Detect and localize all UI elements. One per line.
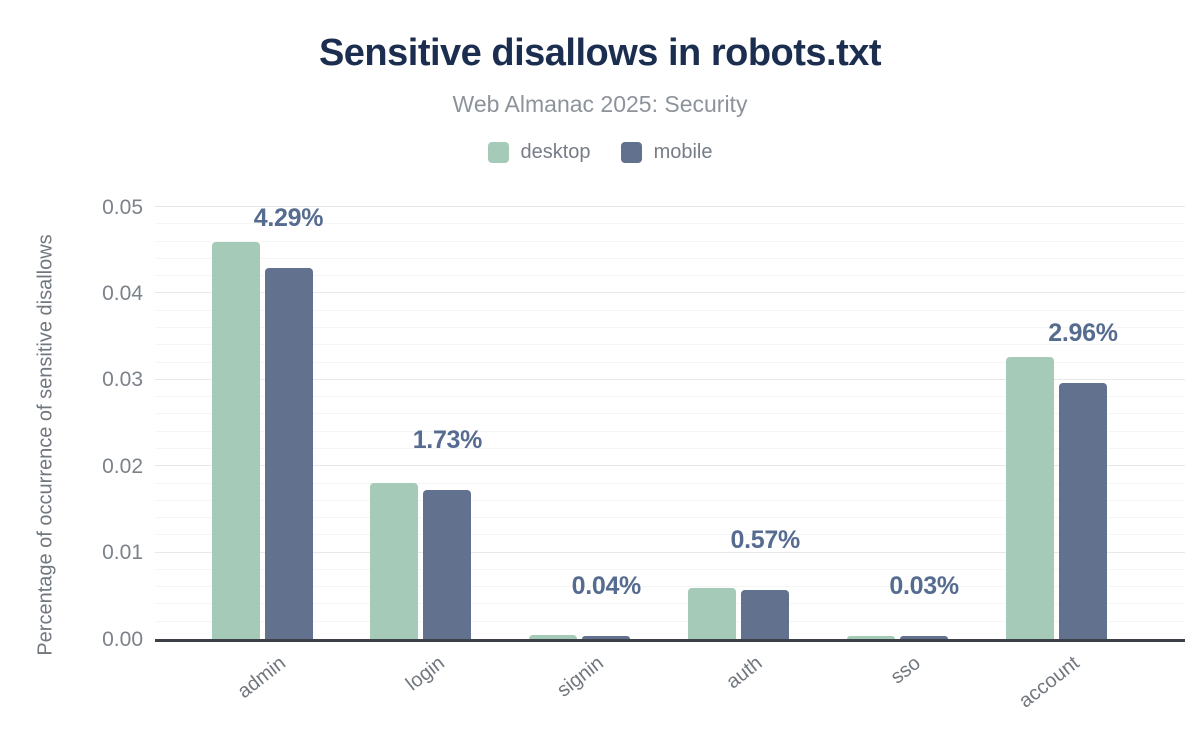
- legend-item-mobile[interactable]: mobile: [620, 141, 713, 164]
- legend-label: mobile: [653, 141, 713, 163]
- chart-title: Sensitive disallows in robots.txt: [318, 32, 882, 74]
- y-axis-title: Percentage of occurrence of sensitive di…: [34, 234, 57, 656]
- value-label-admin: 4.29%: [253, 204, 324, 233]
- legend-swatch-mobile: [620, 142, 642, 163]
- value-label-signin: 0.04%: [571, 571, 642, 600]
- minor-gridline: [155, 396, 1185, 398]
- major-gridline: [155, 551, 1185, 553]
- bar-auth-desktop[interactable]: [688, 588, 737, 639]
- bar-login-desktop[interactable]: [370, 482, 419, 639]
- x-category-label-admin: admin: [233, 652, 290, 703]
- minor-gridline: [155, 240, 1185, 242]
- legend-swatch-desktop: [487, 142, 509, 163]
- bar-account-mobile[interactable]: [1059, 383, 1107, 639]
- minor-gridline: [155, 309, 1185, 311]
- minor-gridline: [155, 413, 1185, 415]
- minor-gridline: [155, 344, 1185, 346]
- value-label-login: 1.73%: [412, 425, 483, 454]
- minor-gridline: [155, 620, 1185, 622]
- y-tick-label: 0.05: [102, 195, 143, 219]
- bar-admin-desktop[interactable]: [211, 241, 260, 639]
- minor-gridline: [155, 223, 1185, 225]
- x-category-label-sso: sso: [887, 652, 926, 689]
- legend-item-desktop[interactable]: desktop: [487, 141, 591, 164]
- x-category-label-account: account: [1015, 652, 1085, 713]
- y-tick-label: 0.00: [102, 627, 143, 651]
- y-tick-label: 0.03: [102, 368, 143, 392]
- minor-gridline: [155, 257, 1185, 259]
- value-label-auth: 0.57%: [730, 525, 800, 554]
- x-axis-line: [155, 639, 1185, 642]
- minor-gridline: [155, 499, 1185, 501]
- value-label-account: 2.96%: [1048, 319, 1118, 348]
- minor-gridline: [155, 327, 1185, 328]
- bar-auth-mobile[interactable]: [741, 589, 790, 639]
- minor-gridline: [155, 517, 1185, 518]
- y-tick-label: 0.02: [102, 454, 143, 478]
- legend-label: desktop: [520, 141, 591, 163]
- y-tick-label: 0.01: [102, 541, 143, 565]
- bar-signin-mobile[interactable]: [582, 635, 631, 639]
- minor-gridline: [155, 361, 1185, 363]
- x-category-label-login: login: [401, 652, 449, 696]
- minor-gridline: [155, 482, 1185, 484]
- value-label-sso: 0.03%: [889, 572, 959, 601]
- bar-sso-desktop[interactable]: [847, 636, 896, 639]
- chart-subtitle: Web Almanac 2025: Security: [452, 91, 748, 117]
- x-category-label-signin: signin: [552, 652, 608, 702]
- bar-sso-mobile[interactable]: [900, 636, 949, 639]
- major-gridline: [155, 206, 1185, 207]
- bar-signin-desktop[interactable]: [529, 634, 578, 639]
- major-gridline: [155, 465, 1185, 467]
- major-gridline: [155, 292, 1185, 294]
- major-gridline: [155, 378, 1185, 380]
- minor-gridline: [155, 603, 1185, 605]
- legend: desktop mobile: [0, 141, 1200, 164]
- minor-gridline: [155, 447, 1185, 449]
- minor-gridline: [155, 275, 1185, 277]
- bar-admin-mobile[interactable]: [264, 268, 313, 639]
- minor-gridline: [155, 430, 1185, 432]
- minor-gridline: [155, 534, 1185, 536]
- bar-account-desktop[interactable]: [1006, 357, 1054, 639]
- bar-login-mobile[interactable]: [423, 489, 472, 639]
- plot-area: 0.00 0.01 0.02 0.03 0.04 0.05 4.29% admin 1.73% l…: [102, 197, 1185, 712]
- x-category-label-auth: auth: [722, 652, 767, 694]
- minor-gridline: [155, 586, 1185, 588]
- minor-gridline: [155, 568, 1185, 570]
- y-tick-label: 0.04: [102, 281, 143, 305]
